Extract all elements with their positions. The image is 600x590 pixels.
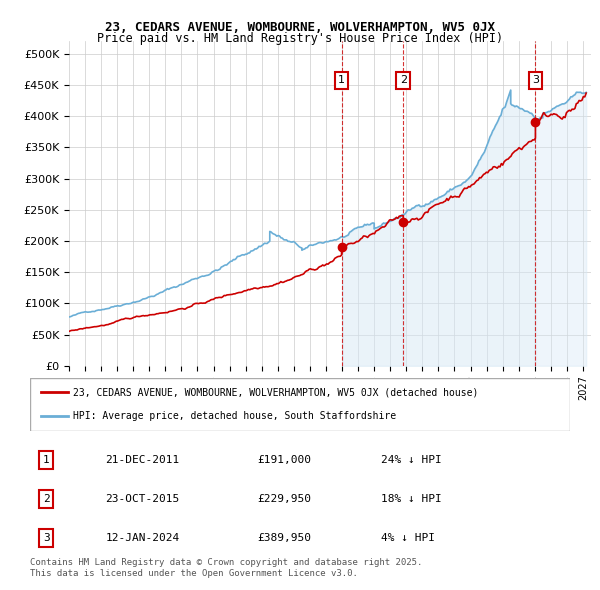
Text: 23, CEDARS AVENUE, WOMBOURNE, WOLVERHAMPTON, WV5 0JX (detached house): 23, CEDARS AVENUE, WOMBOURNE, WOLVERHAMP… xyxy=(73,388,479,398)
Text: 3: 3 xyxy=(532,76,539,85)
Text: £389,950: £389,950 xyxy=(257,533,311,543)
FancyBboxPatch shape xyxy=(30,378,570,431)
Text: 2: 2 xyxy=(43,494,50,504)
Text: £229,950: £229,950 xyxy=(257,494,311,504)
Text: 12-JAN-2024: 12-JAN-2024 xyxy=(106,533,180,543)
Text: 1: 1 xyxy=(43,455,50,465)
Text: 2: 2 xyxy=(400,76,407,85)
Text: HPI: Average price, detached house, South Staffordshire: HPI: Average price, detached house, Sout… xyxy=(73,411,397,421)
Text: 23-OCT-2015: 23-OCT-2015 xyxy=(106,494,180,504)
Text: 24% ↓ HPI: 24% ↓ HPI xyxy=(381,455,442,465)
Text: This data is licensed under the Open Government Licence v3.0.: This data is licensed under the Open Gov… xyxy=(30,569,358,578)
Text: Price paid vs. HM Land Registry's House Price Index (HPI): Price paid vs. HM Land Registry's House … xyxy=(97,32,503,45)
Text: Contains HM Land Registry data © Crown copyright and database right 2025.: Contains HM Land Registry data © Crown c… xyxy=(30,558,422,566)
Text: 23, CEDARS AVENUE, WOMBOURNE, WOLVERHAMPTON, WV5 0JX: 23, CEDARS AVENUE, WOMBOURNE, WOLVERHAMP… xyxy=(105,21,495,34)
Text: 18% ↓ HPI: 18% ↓ HPI xyxy=(381,494,442,504)
Text: 4% ↓ HPI: 4% ↓ HPI xyxy=(381,533,435,543)
Text: 21-DEC-2011: 21-DEC-2011 xyxy=(106,455,180,465)
Text: 3: 3 xyxy=(43,533,50,543)
Text: £191,000: £191,000 xyxy=(257,455,311,465)
Text: 1: 1 xyxy=(338,76,345,85)
